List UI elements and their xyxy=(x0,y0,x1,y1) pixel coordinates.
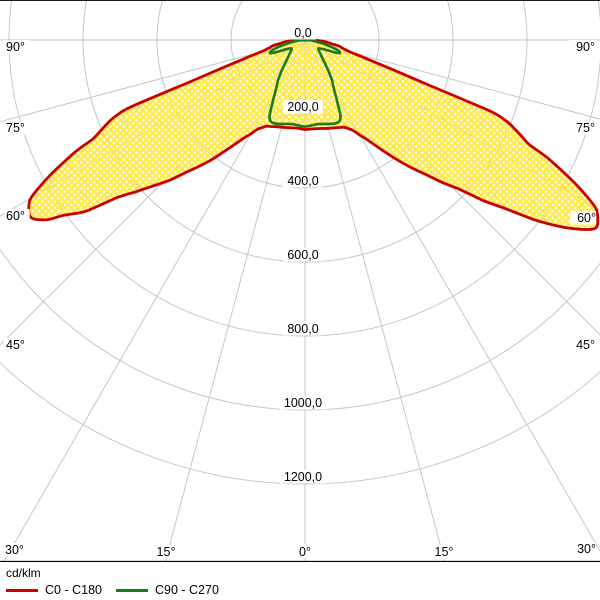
label-backing xyxy=(3,543,29,557)
radial-tick-label: 400,0 xyxy=(287,174,318,188)
legend-items: C0 - C180 C90 - C270 xyxy=(6,583,600,597)
legend-item: C0 - C180 xyxy=(6,583,102,597)
label-backing xyxy=(570,542,596,556)
legend-item: C90 - C270 xyxy=(115,583,219,597)
grid-radial xyxy=(304,39,600,120)
angle-label-right: 90° xyxy=(576,40,595,54)
label-backing xyxy=(279,470,327,484)
legend-item-label: C0 - C180 xyxy=(45,583,102,597)
legend-line-swatch xyxy=(6,588,38,592)
polar-photometric-chart: 0,0 200,0 400,0 600,0 800,0 1000,0 1200,0 90° 75… xyxy=(0,0,600,562)
grid-radial xyxy=(304,39,600,552)
radial-tick-label: 200,0 xyxy=(287,100,318,114)
angle-label-left: 30° xyxy=(5,543,24,557)
label-backing xyxy=(569,40,595,54)
label-backing xyxy=(4,121,30,135)
grid-radial xyxy=(164,39,306,562)
angle-label-bottom: 0° xyxy=(299,545,311,559)
radial-tick-label: 1000,0 xyxy=(284,396,322,410)
angle-label-left: 45° xyxy=(6,338,25,352)
polar-chart-canvas: 0,0 200,0 400,0 600,0 800,0 1000,0 1200,0 90° 75… xyxy=(0,0,600,562)
radial-tick-label: 600,0 xyxy=(287,248,318,262)
label-backing xyxy=(283,322,323,336)
angle-label-bottom: 15° xyxy=(435,545,454,559)
legend-item-label: C90 - C270 xyxy=(154,583,219,597)
grid-radial xyxy=(304,39,446,562)
angle-label-right: 60° xyxy=(577,211,596,225)
axis-labels: 0,0 200,0 400,0 600,0 800,0 1000,0 1200,0 90° 75… xyxy=(3,26,596,559)
label-backing xyxy=(4,338,30,352)
label-backing xyxy=(431,545,457,559)
label-backing xyxy=(4,40,30,54)
grid-radial xyxy=(3,39,306,562)
chart-legend: cd/klm C0 - C180 C90 - C270 xyxy=(0,562,600,600)
label-backing xyxy=(279,396,327,410)
angle-label-left: 75° xyxy=(6,121,25,135)
radial-tick-label: 1200,0 xyxy=(284,470,322,484)
curve-c0-c180 xyxy=(27,38,600,231)
label-backing xyxy=(283,174,323,188)
label-backing xyxy=(295,545,315,559)
legend-line-swatch xyxy=(115,588,148,592)
label-backing xyxy=(153,545,179,559)
grid-radial xyxy=(0,39,306,123)
label-backing xyxy=(570,211,596,225)
label-backing xyxy=(569,338,595,352)
angle-label-right: 45° xyxy=(576,338,595,352)
label-backing xyxy=(290,26,316,40)
angle-label-right: 75° xyxy=(576,121,595,135)
angle-label-left: 90° xyxy=(6,40,25,54)
angle-label-bottom: 15° xyxy=(157,545,176,559)
label-backing xyxy=(283,100,323,114)
radial-tick-label: 800,0 xyxy=(287,322,318,336)
angle-label-right: 30° xyxy=(577,542,596,556)
radial-tick-label: 0,0 xyxy=(294,26,311,40)
label-backing xyxy=(569,121,595,135)
curve-c90-c270 xyxy=(268,38,342,128)
label-backing xyxy=(4,209,30,223)
angle-label-left: 60° xyxy=(6,209,25,223)
label-backing xyxy=(283,248,323,262)
legend-units-label: cd/klm xyxy=(6,566,41,580)
